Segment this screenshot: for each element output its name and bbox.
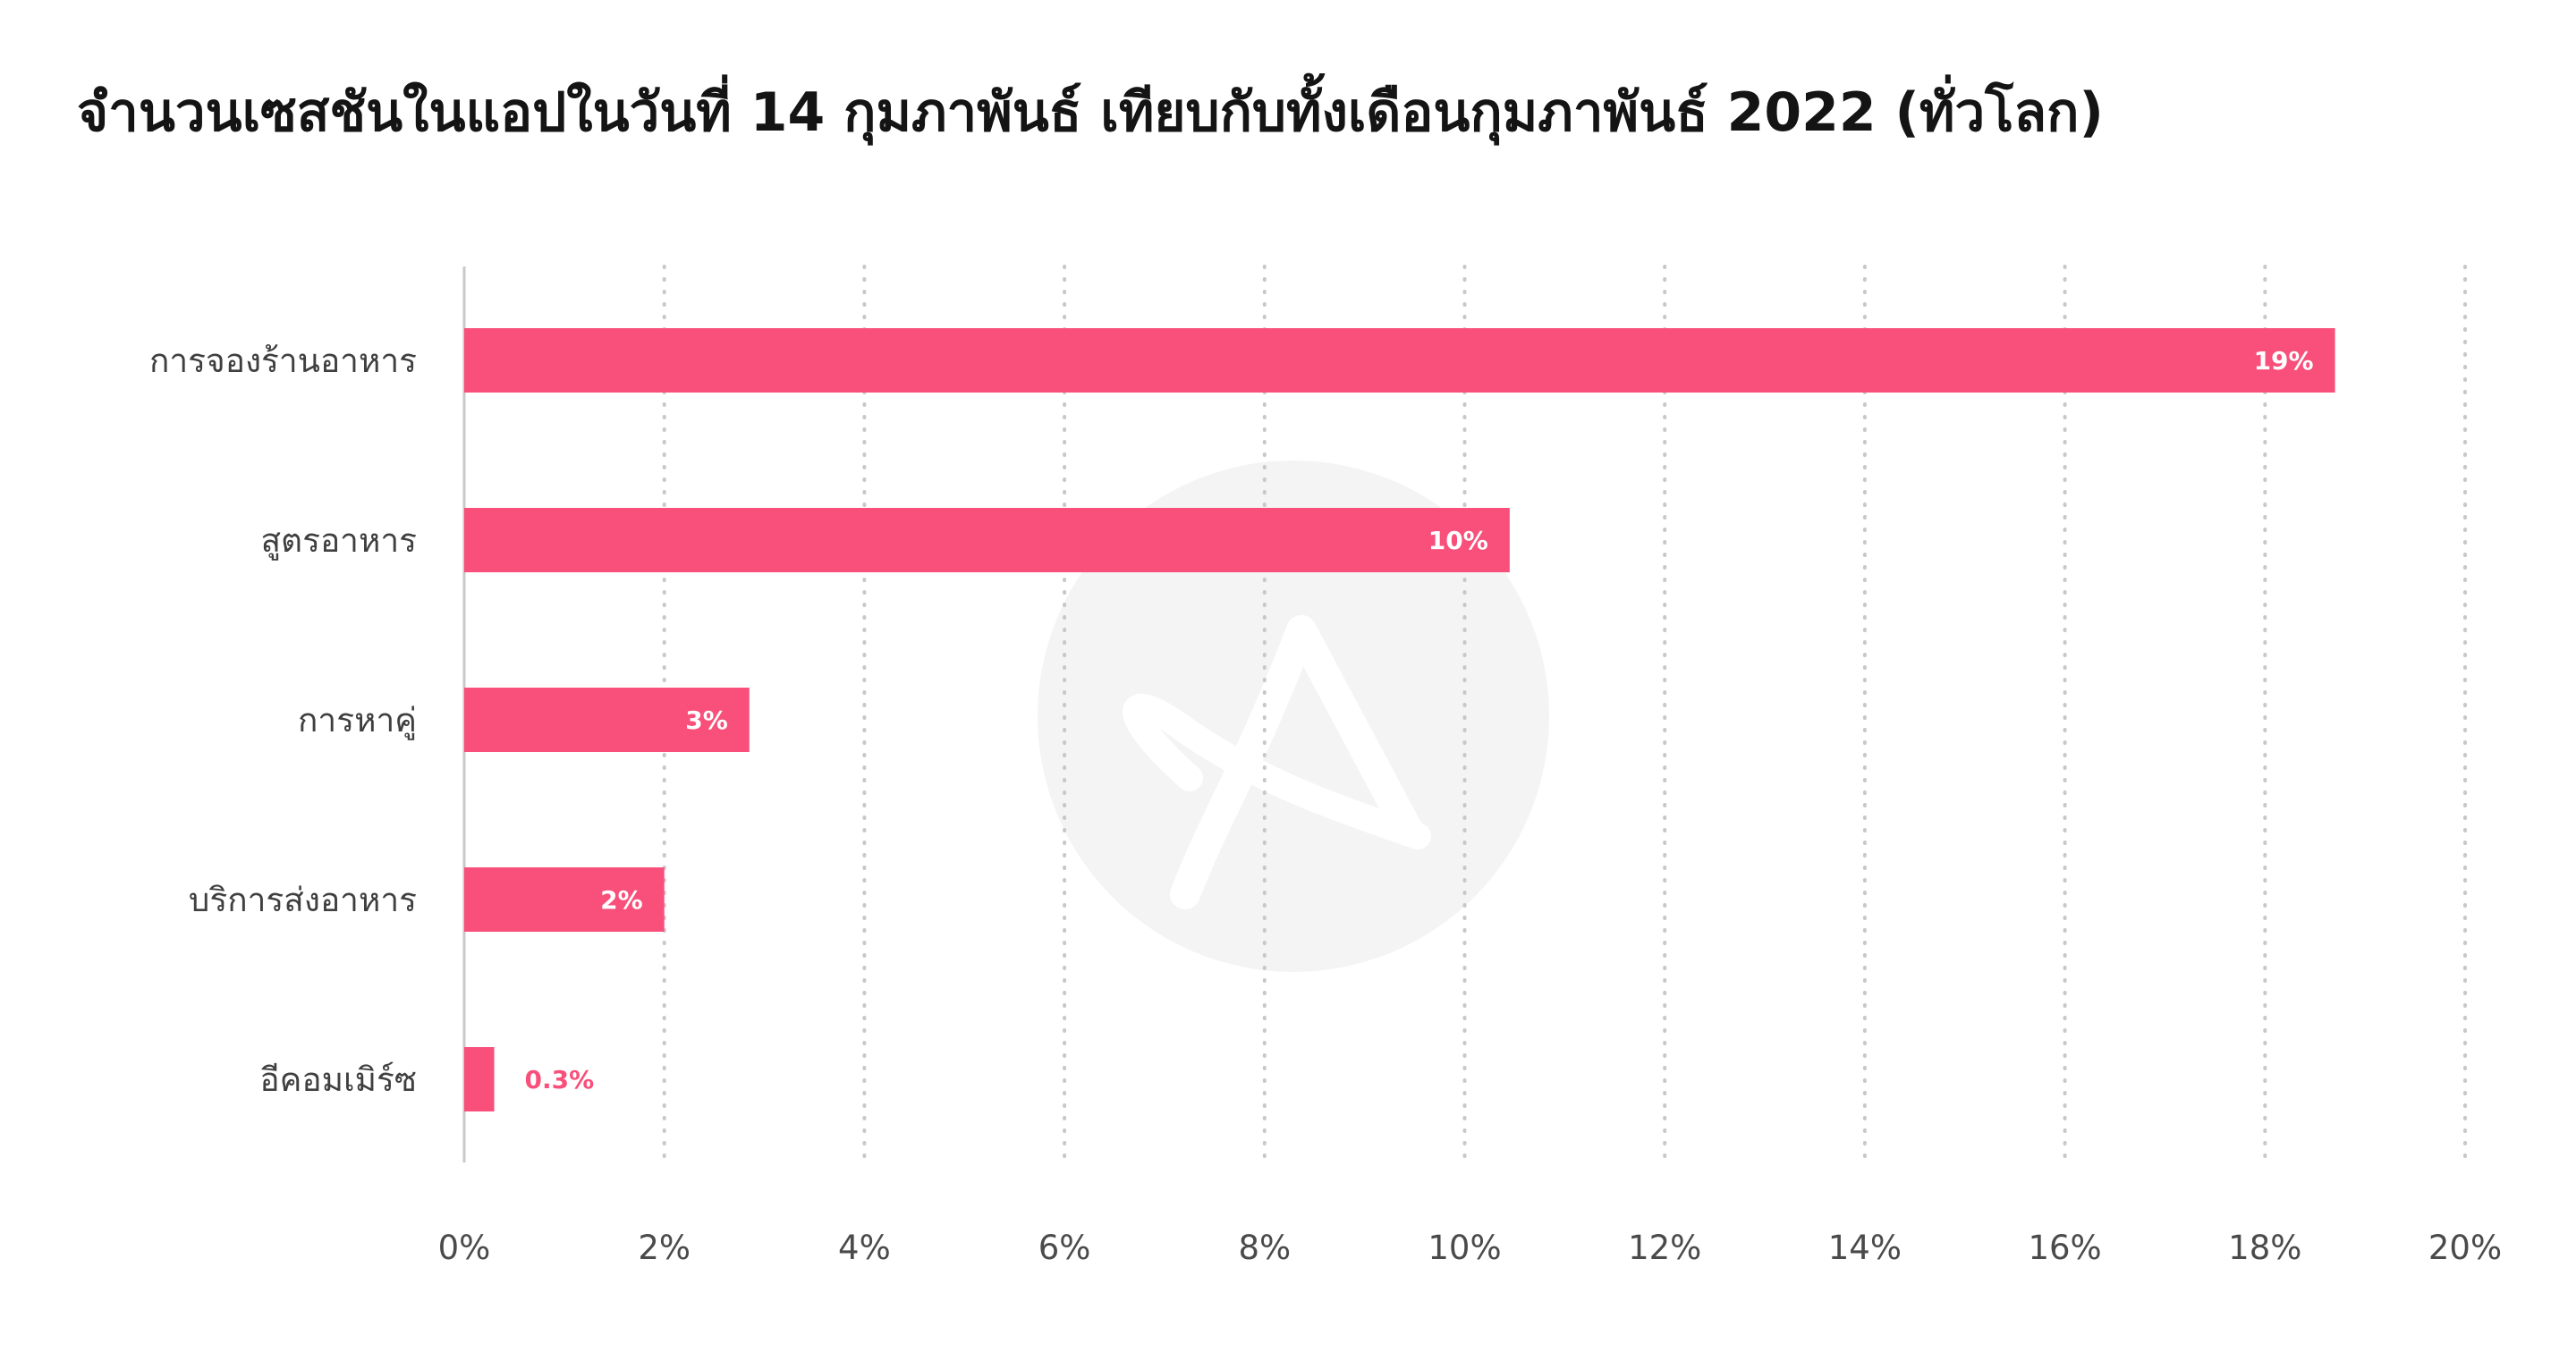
- x-tick-label: 6%: [1038, 1229, 1091, 1267]
- category-label: สูตรอาหาร: [260, 521, 417, 561]
- x-tick-label: 4%: [838, 1229, 891, 1267]
- data-label: 19%: [2254, 346, 2314, 376]
- bar: [464, 508, 1510, 572]
- data-label: 0.3%: [525, 1065, 595, 1094]
- bar: [464, 1047, 495, 1111]
- bar: [464, 867, 665, 932]
- x-tick-label: 20%: [2428, 1229, 2502, 1267]
- category-label: อีคอมเมิร์ซ: [259, 1060, 417, 1099]
- category-label: การหาคู่: [298, 701, 417, 740]
- bar: [464, 688, 750, 752]
- bars: [464, 328, 2335, 1111]
- x-tick-label: 12%: [1628, 1229, 1701, 1267]
- grid-lines: [662, 265, 2467, 1164]
- x-tick-label: 0%: [438, 1229, 491, 1267]
- x-tick-label: 2%: [638, 1229, 691, 1267]
- app-logo-watermark-icon: [1038, 461, 1549, 972]
- x-tick-label: 16%: [2028, 1229, 2101, 1267]
- x-tick-label: 14%: [1828, 1229, 1902, 1267]
- x-tick-labels: 0% 2% 4% 6% 8% 10% 12% 14% 16% 18% 20%: [438, 1229, 2502, 1267]
- category-labels: การจองร้านอาหารสูตรอาหารการหาคู่บริการส่…: [149, 342, 417, 1099]
- x-tick-label: 8%: [1238, 1229, 1291, 1267]
- x-tick-label: 10%: [1428, 1229, 1501, 1267]
- data-label: 2%: [600, 885, 643, 915]
- bar: [464, 328, 2335, 393]
- data-label: 10%: [1428, 526, 1488, 555]
- category-label: บริการส่งอาหาร: [189, 881, 417, 919]
- category-label: การจองร้านอาหาร: [149, 342, 417, 380]
- data-labels: 19% 10% 3% 2% 0.3%: [525, 346, 2314, 1094]
- x-tick-label: 18%: [2228, 1229, 2301, 1267]
- data-label: 3%: [685, 706, 728, 735]
- chart-title: จำนวนเซสชันในแอปในวันที่ 14 กุมภาพันธ์ เ…: [77, 81, 2104, 144]
